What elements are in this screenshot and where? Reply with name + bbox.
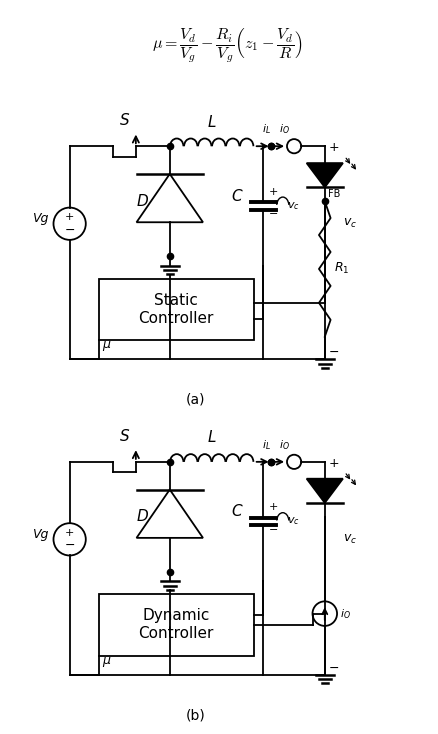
Text: C: C — [232, 504, 242, 520]
Text: −: − — [269, 525, 279, 535]
Text: Controller: Controller — [138, 311, 214, 326]
Text: $i_O$: $i_O$ — [279, 123, 290, 137]
Text: $i_L$: $i_L$ — [262, 123, 271, 137]
Text: C: C — [232, 189, 242, 204]
Text: (b): (b) — [186, 708, 205, 722]
Text: D: D — [137, 194, 149, 208]
Text: L: L — [208, 115, 216, 130]
Text: $R_1$: $R_1$ — [335, 261, 350, 277]
Text: $i_O$: $i_O$ — [340, 607, 351, 620]
Text: Vg: Vg — [32, 528, 49, 541]
Text: −: − — [64, 539, 75, 552]
Text: −: − — [64, 224, 75, 236]
Text: −: − — [328, 346, 339, 359]
Polygon shape — [307, 479, 343, 503]
Text: S: S — [120, 429, 129, 444]
Text: +: + — [65, 528, 74, 538]
Text: +: + — [65, 212, 74, 222]
Text: −: − — [328, 662, 339, 675]
Text: FB: FB — [328, 189, 340, 198]
Text: −: − — [269, 209, 279, 219]
Text: $\mu$: $\mu$ — [102, 655, 112, 669]
Text: $i_O$: $i_O$ — [279, 438, 290, 452]
Text: S: S — [120, 113, 129, 128]
Text: Dynamic: Dynamic — [142, 608, 210, 623]
Text: $\mu = \dfrac{V_d}{V_g} - \dfrac{R_i}{V_g}\left(z_1 - \dfrac{V_d}{R}\right)$: $\mu = \dfrac{V_d}{V_g} - \dfrac{R_i}{V_… — [152, 26, 303, 65]
Bar — [99, 279, 254, 340]
Text: (a): (a) — [186, 393, 205, 407]
Text: +: + — [328, 457, 339, 470]
Text: $v_c$: $v_c$ — [287, 200, 300, 212]
Text: $v_c$: $v_c$ — [343, 217, 357, 230]
Polygon shape — [307, 163, 343, 187]
Text: +: + — [328, 142, 339, 154]
Text: $v_c$: $v_c$ — [343, 533, 357, 546]
Text: Controller: Controller — [138, 627, 214, 642]
Text: Vg: Vg — [32, 212, 49, 225]
Text: D: D — [137, 509, 149, 524]
Text: $v_c$: $v_c$ — [287, 516, 300, 528]
Text: +: + — [269, 502, 279, 512]
Text: $i_L$: $i_L$ — [262, 438, 271, 452]
Text: $\mu$: $\mu$ — [102, 339, 112, 353]
Text: +: + — [269, 186, 279, 197]
Text: Static: Static — [154, 293, 198, 308]
Text: L: L — [208, 430, 216, 446]
Bar — [99, 595, 254, 655]
